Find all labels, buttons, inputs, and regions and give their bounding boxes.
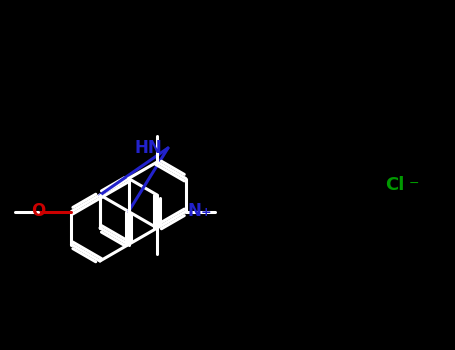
Text: N: N (188, 203, 202, 220)
Text: O: O (31, 203, 46, 220)
Text: −: − (409, 177, 420, 190)
Text: HN: HN (134, 139, 162, 157)
Text: Cl: Cl (385, 176, 404, 194)
Text: +: + (201, 205, 212, 218)
